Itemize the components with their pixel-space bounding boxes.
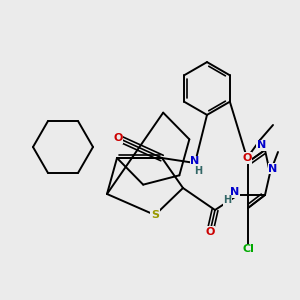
Text: S: S xyxy=(151,210,159,220)
Text: O: O xyxy=(113,133,123,143)
Text: Cl: Cl xyxy=(242,244,254,254)
Text: O: O xyxy=(205,227,215,237)
Text: N: N xyxy=(268,164,278,173)
Text: H: H xyxy=(224,195,232,206)
Text: O: O xyxy=(242,153,252,163)
Text: N: N xyxy=(230,187,239,197)
Text: H: H xyxy=(194,167,203,176)
Text: N: N xyxy=(190,157,200,166)
Text: N: N xyxy=(257,140,266,151)
